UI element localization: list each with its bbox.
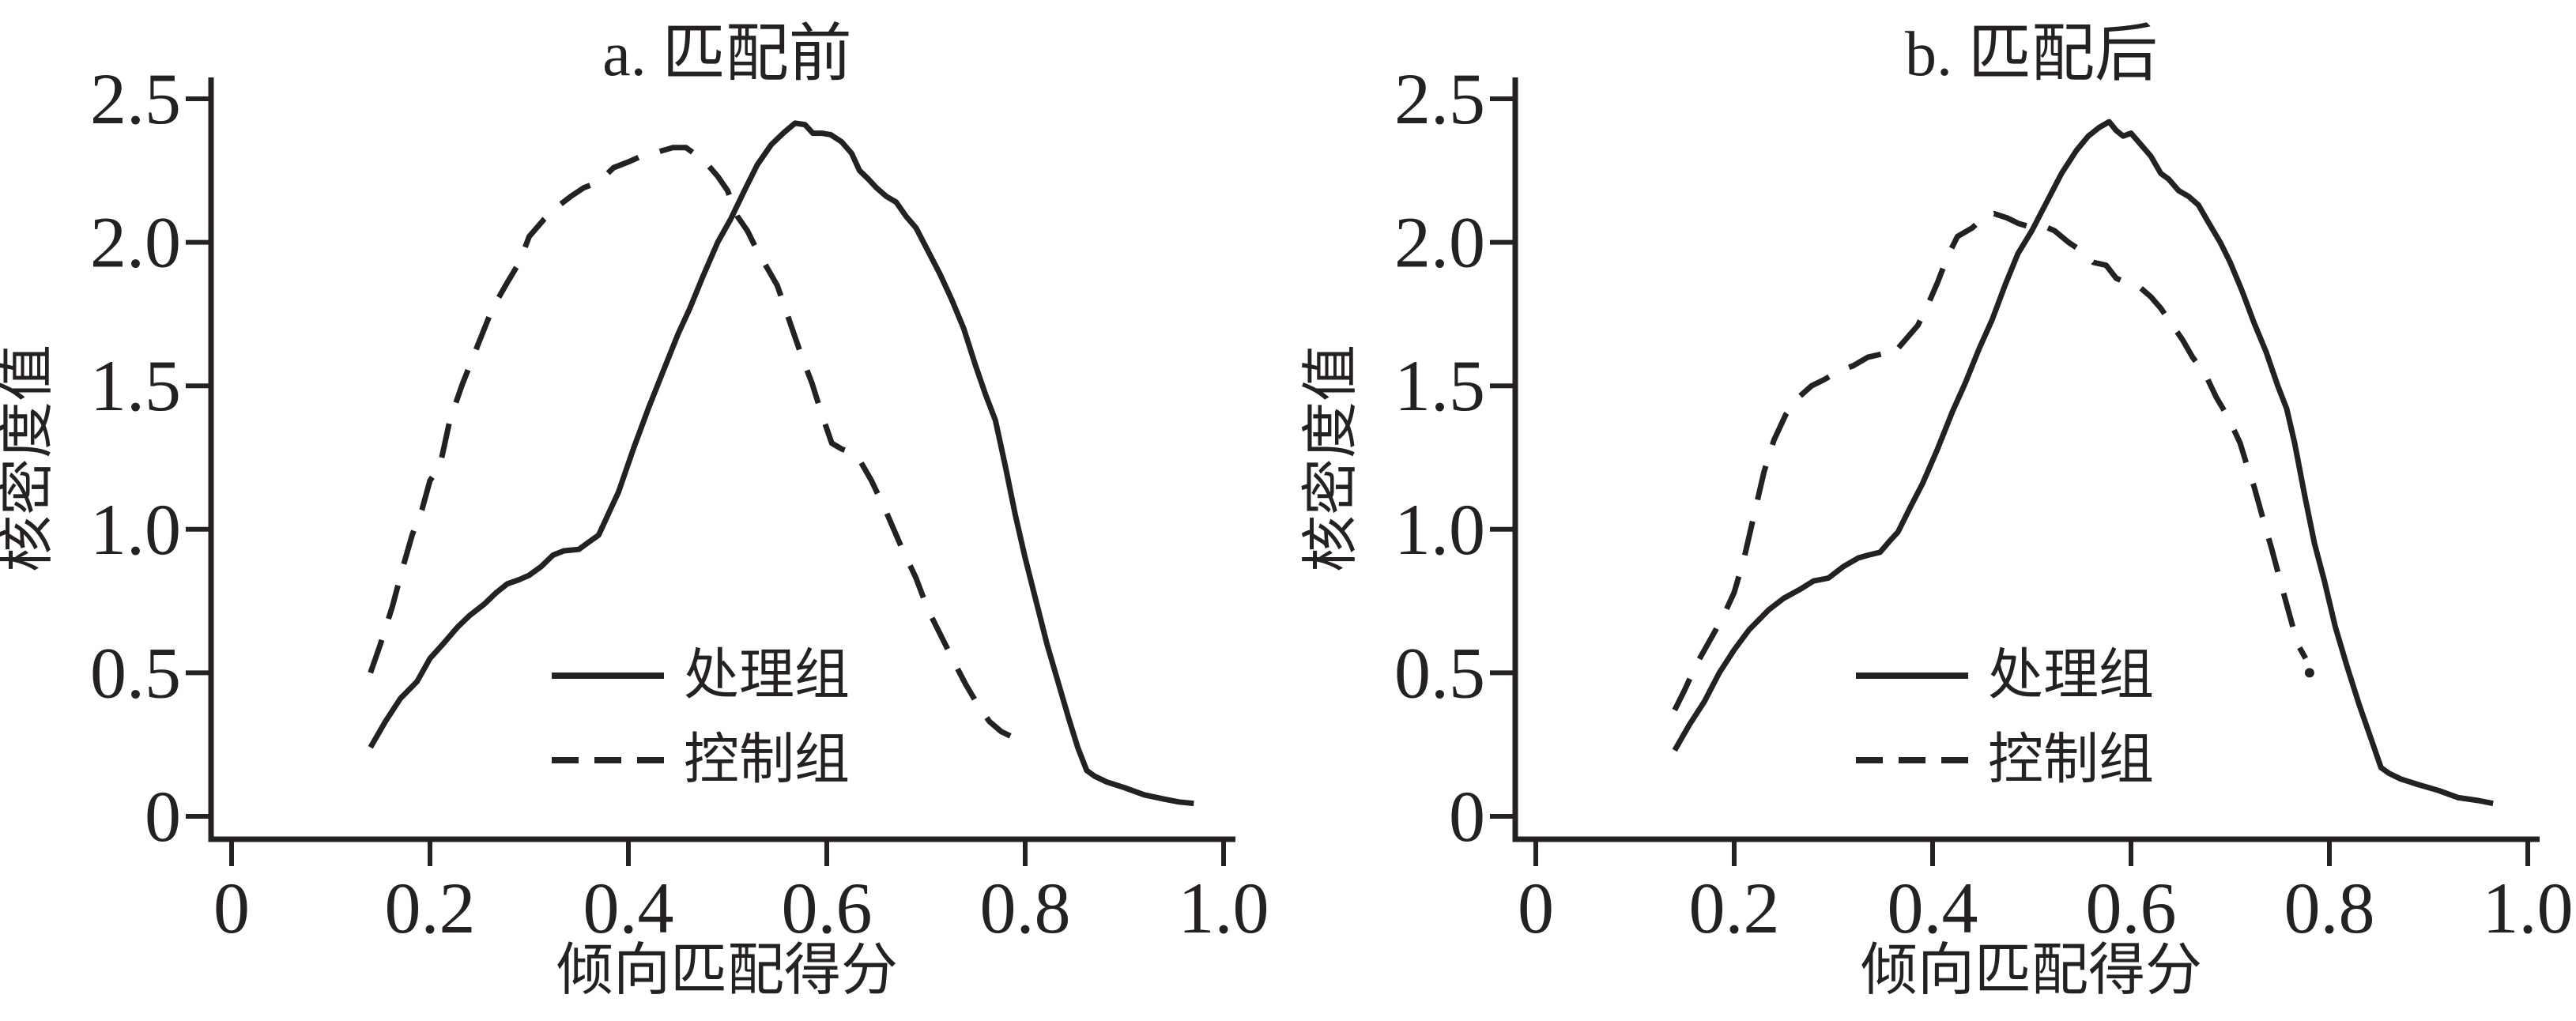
- x-tick-label: 0.8: [980, 868, 1071, 948]
- panel-b: 0 0.5 1.0 1.5 2.0 2.5 0 0.2 0.4 0.6 0.8 1.0 b. 匹配后倾向…: [1299, 20, 2574, 1002]
- legend-label: 处理组: [684, 646, 850, 706]
- y-tick-label: 0: [1449, 776, 1485, 857]
- y-tick-label: 1.0: [1394, 489, 1485, 570]
- x-tick-label: 0.6: [2086, 868, 2177, 948]
- x-axis-label: 倾向匹配得分: [556, 939, 898, 1002]
- legend-label: 处理组: [1988, 646, 2154, 706]
- panel-title: b. 匹配后: [1905, 20, 2158, 89]
- legend-label: 控制组: [1988, 730, 2154, 791]
- y-tick-label: 0.5: [1394, 632, 1485, 713]
- x-tick-label: 0.6: [782, 868, 873, 948]
- y-tick-label: 0.5: [90, 632, 181, 713]
- axis-lines: [208, 77, 1235, 842]
- y-axis-label: 核密度值: [1299, 345, 1363, 572]
- y-tick-label: 2.0: [90, 202, 181, 283]
- x-tick-label: 0: [213, 868, 250, 948]
- y-axis-label: 核密度值: [0, 345, 58, 572]
- y-tick-label: 1.5: [1394, 345, 1485, 426]
- density-curve-treated: [368, 120, 1194, 807]
- y-tick-label: 2.5: [1394, 58, 1485, 139]
- y-tick-label: 2.0: [1394, 202, 1485, 283]
- x-tick-label: 0.2: [385, 868, 476, 948]
- y-tick-label: 1.5: [90, 345, 181, 426]
- x-tick-label: 0.4: [583, 868, 674, 948]
- x-tick-label: 1.0: [2483, 868, 2574, 948]
- x-tick-label: 0.4: [1888, 868, 1978, 948]
- x-tick-label: 1.0: [1179, 868, 1269, 948]
- legend-label: 控制组: [684, 730, 850, 791]
- y-tick-label: 2.5: [90, 58, 181, 139]
- density-curve-control: [368, 145, 1012, 739]
- density-curve-treated: [1672, 119, 2494, 807]
- x-axis-label: 倾向匹配得分: [1861, 939, 2202, 1002]
- panel-title: a. 匹配前: [602, 20, 852, 89]
- x-tick-label: 0.8: [2284, 868, 2375, 948]
- x-tick-label: 0: [1518, 868, 1554, 948]
- panel-a: 0 0.5 1.0 1.5 2.0 2.5 0 0.2 0.4 0.6 0.8 1.0 a. 匹配前倾向…: [0, 20, 1269, 1002]
- y-tick-label: 1.0: [90, 489, 181, 570]
- x-tick-label: 0.2: [1689, 868, 1780, 948]
- axis-lines: [1512, 77, 2540, 842]
- density-curve-end-dot: [2304, 668, 2314, 678]
- density-curve-control: [1672, 210, 2308, 712]
- y-tick-label: 0: [145, 776, 181, 857]
